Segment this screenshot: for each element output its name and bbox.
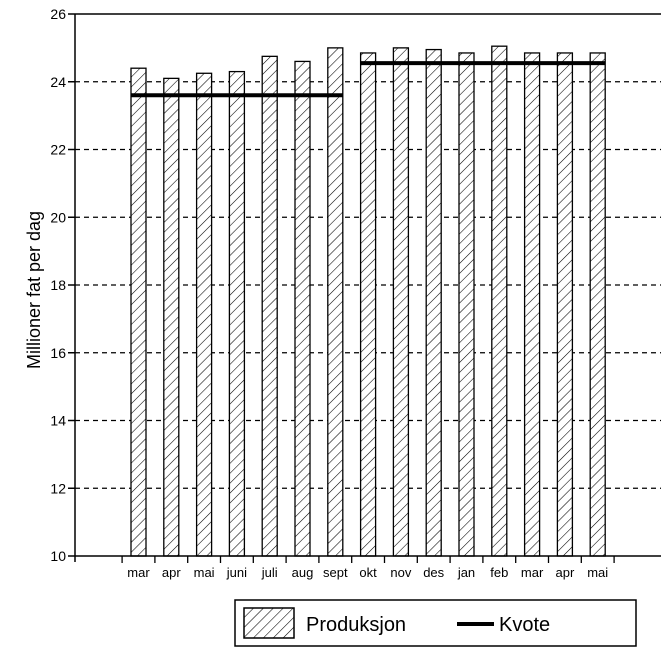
bar-produksjon xyxy=(425,48,442,557)
y-tick-label: 16 xyxy=(50,345,66,361)
x-tick-label: mai xyxy=(194,565,215,580)
y-tick-label: 14 xyxy=(50,413,66,429)
bars xyxy=(130,45,606,557)
x-tick-label: des xyxy=(423,565,444,580)
legend-swatch-produksjon xyxy=(243,607,295,639)
bar-produksjon xyxy=(294,60,311,557)
bar-produksjon xyxy=(458,52,475,557)
bar-produksjon xyxy=(523,52,541,557)
bar-produksjon xyxy=(228,70,246,557)
bar-produksjon xyxy=(491,45,508,557)
x-tick-label: feb xyxy=(490,565,508,580)
y-tick-label: 10 xyxy=(50,548,66,564)
x-tick-label: sept xyxy=(323,565,348,580)
x-tick-label: mar xyxy=(521,565,544,580)
bar-produksjon xyxy=(556,52,574,557)
x-tick-label: apr xyxy=(162,565,181,580)
bar-produksjon xyxy=(195,72,213,557)
x-tick-label: mar xyxy=(127,565,150,580)
y-tick-label: 20 xyxy=(50,209,66,225)
y-tick-label: 26 xyxy=(50,6,66,22)
bar-produksjon xyxy=(589,52,606,557)
bar-produksjon xyxy=(327,47,344,557)
x-tick-label: mai xyxy=(587,565,608,580)
x-tick-label: apr xyxy=(556,565,575,580)
bar-produksjon xyxy=(261,55,278,557)
bar-produksjon xyxy=(392,47,410,557)
legend-label-produksjon: Produksjon xyxy=(306,614,406,636)
labels: Millioner fat per dag 10 12 14 16 18 20 22 24 26… xyxy=(24,6,608,580)
x-tick-label: juni xyxy=(226,565,247,580)
y-tick-label: 22 xyxy=(50,142,66,158)
x-tick-label: aug xyxy=(292,565,314,580)
bar-produksjon xyxy=(163,77,180,557)
legend-label-kvote: Kvote xyxy=(499,614,550,636)
legend-box xyxy=(234,599,637,647)
y-axis-label: Millioner fat per dag xyxy=(24,211,44,369)
x-tick-label: nov xyxy=(390,565,411,580)
y-tick-label: 24 xyxy=(50,74,66,90)
quota-lines xyxy=(131,61,606,98)
x-tick-label: juli xyxy=(261,565,278,580)
bar-produksjon xyxy=(359,52,377,557)
bar-produksjon xyxy=(130,67,147,557)
axes xyxy=(68,13,661,563)
y-tick-label: 18 xyxy=(50,277,66,293)
y-tick-label: 12 xyxy=(50,480,66,496)
x-tick-label: okt xyxy=(359,565,377,580)
legend: Produksjon Kvote xyxy=(234,599,637,647)
x-tick-label: jan xyxy=(457,565,475,580)
